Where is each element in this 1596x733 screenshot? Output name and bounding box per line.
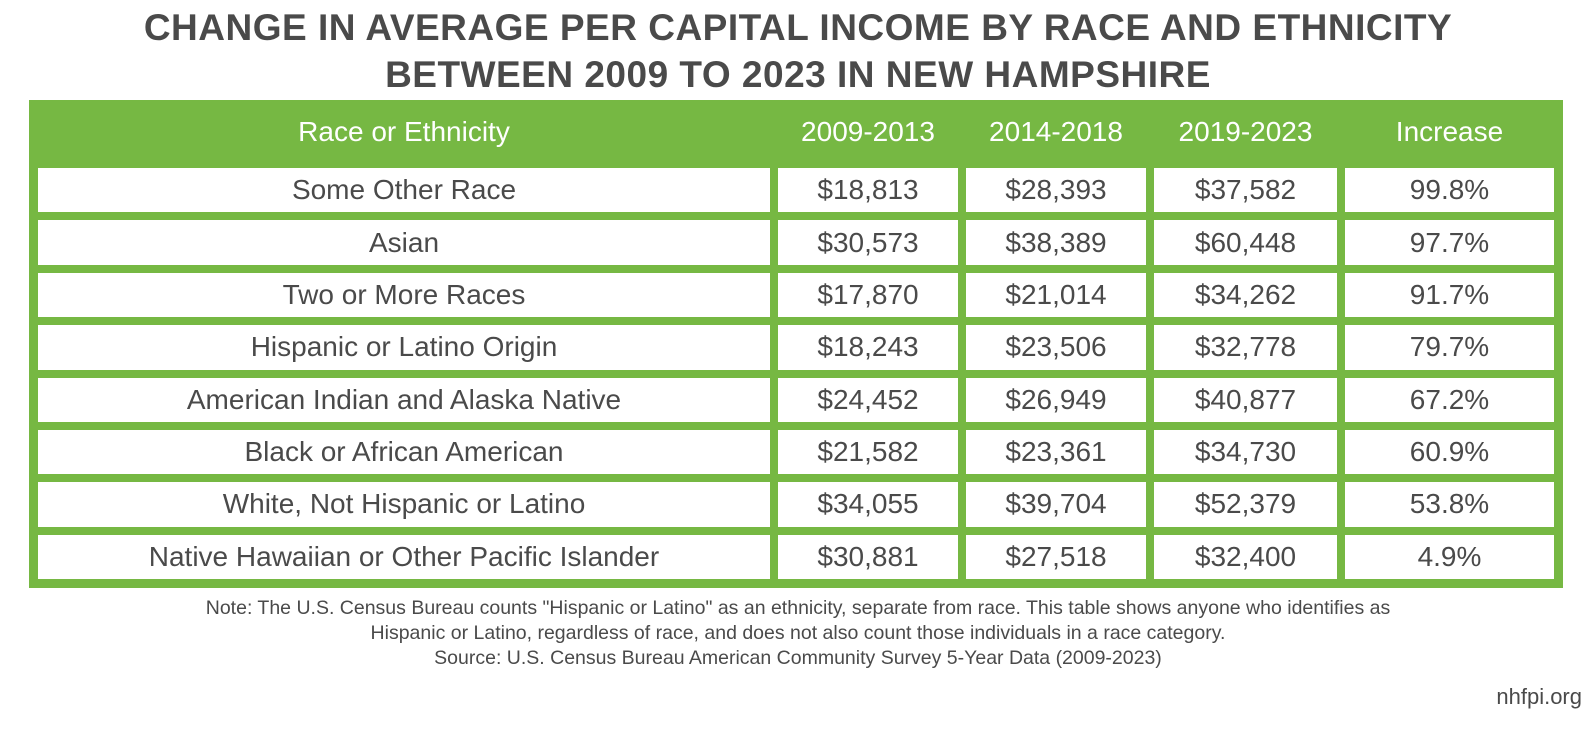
table-notes: Note: The U.S. Census Bureau counts "His… (0, 596, 1596, 671)
value-cell: $26,949 (966, 377, 1146, 422)
value-cell: $32,778 (1154, 325, 1337, 370)
brand-url: nhfpi.org (1496, 684, 1582, 709)
title-line: BETWEEN 2009 TO 2023 IN NEW HAMPSHIRE (385, 54, 1211, 95)
row-label-cell: Some Other Race (38, 168, 770, 213)
value-cell: $28,393 (966, 168, 1146, 213)
row-label-cell: Native Hawaiian or Other Pacific Islande… (38, 534, 770, 579)
note-line: Note: The U.S. Census Bureau counts "His… (205, 597, 1391, 619)
row-label-cell: White, Not Hispanic or Latino (38, 482, 770, 527)
value-cell: $37,582 (1154, 168, 1337, 213)
column-header: 2014-2018 (989, 116, 1123, 147)
value-cell: $17,870 (778, 272, 958, 318)
source-line: Source: U.S. Census Bureau American Comm… (434, 647, 1162, 669)
column-header: 2009-2013 (801, 116, 935, 147)
value-cell: $21,582 (778, 429, 958, 475)
value-cell: $40,877 (1154, 377, 1337, 422)
row-label-cell: Black or African American (38, 429, 770, 475)
value-cell: $60,448 (1154, 220, 1337, 265)
value-cell: $30,573 (778, 220, 958, 265)
row-label-cell: Two or More Races (38, 272, 770, 318)
value-cell: $34,262 (1154, 272, 1337, 318)
value-cell: $18,813 (778, 168, 958, 213)
value-cell: 60.9% (1345, 429, 1554, 475)
value-cell: 99.8% (1345, 168, 1554, 213)
row-label-cell: Hispanic or Latino Origin (38, 325, 770, 370)
row-label-cell: Asian (38, 220, 770, 265)
column-header: Increase (1395, 116, 1504, 147)
value-cell: $23,361 (966, 429, 1146, 475)
value-cell: $24,452 (778, 377, 958, 422)
value-cell: $30,881 (778, 534, 958, 579)
value-cell: 97.7% (1345, 220, 1554, 265)
value-cell: $34,730 (1154, 429, 1337, 475)
value-cell: $34,055 (778, 482, 958, 527)
value-cell: 67.2% (1345, 377, 1554, 422)
title-line: CHANGE IN AVERAGE PER CAPITAL INCOME BY … (143, 7, 1453, 48)
value-cell: $32,400 (1154, 534, 1337, 579)
value-cell: $38,389 (966, 220, 1146, 265)
column-header: 2019-2023 (1178, 116, 1313, 147)
chart-title: CHANGE IN AVERAGE PER CAPITAL INCOME BY … (0, 4, 1596, 98)
value-cell: 53.8% (1345, 482, 1554, 527)
value-cell: $23,506 (966, 325, 1146, 370)
column-header: Race or Ethnicity (298, 116, 510, 147)
value-cell: 4.9% (1345, 534, 1554, 579)
value-cell: $39,704 (966, 482, 1146, 527)
income-table: Race or Ethnicity 2009-2013 2014-2018 2019-… (29, 100, 1563, 588)
value-cell: $21,014 (966, 272, 1146, 318)
row-label-cell: American Indian and Alaska Native (38, 377, 770, 422)
value-cell: $18,243 (778, 325, 958, 370)
value-cell: $27,518 (966, 534, 1146, 579)
value-cell: $52,379 (1154, 482, 1337, 527)
note-line: Hispanic or Latino, regardless of race, … (370, 622, 1226, 644)
value-cell: 91.7% (1345, 272, 1554, 318)
value-cell: 79.7% (1345, 325, 1554, 370)
